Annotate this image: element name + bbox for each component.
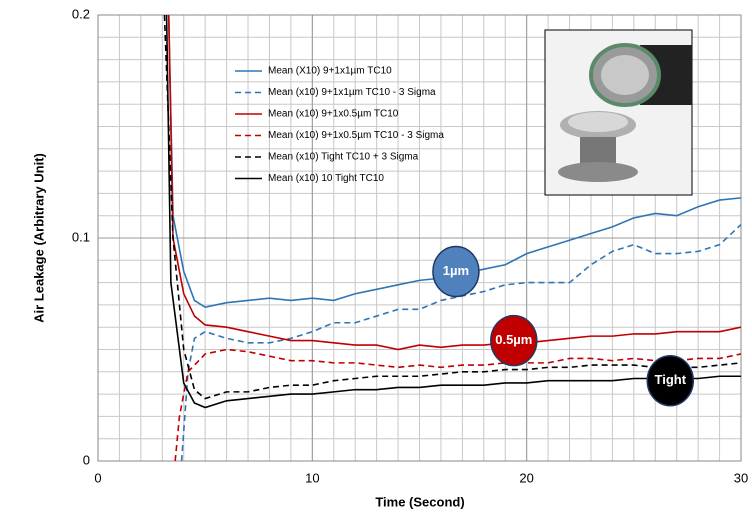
y-tick-label: 0.1	[72, 229, 90, 244]
legend-label: Mean (x10) 9+1x0.5µm TC10	[268, 109, 399, 120]
series-line	[174, 348, 741, 461]
annotation-label: Tight	[655, 372, 687, 387]
series-line	[165, 15, 741, 409]
series-line	[163, 15, 741, 400]
annotation-bubble	[490, 314, 538, 367]
y-tick-label: 0.2	[72, 6, 90, 21]
legend-label: Mean (x10) 10 Tight TC10	[268, 173, 384, 184]
photo-inset	[544, 29, 693, 196]
x-tick-label: 10	[305, 470, 319, 485]
y-tick-label: 0	[83, 452, 90, 467]
annotation-label: 0.5µm	[495, 332, 532, 347]
annotation-bubble	[646, 354, 695, 407]
x-tick-label: 30	[734, 470, 748, 485]
y-axis-title: Air Leakage (Arbitrary Unit)	[31, 153, 46, 323]
legend-label: Mean (x10) 9+1x1µm TC10 - 3 Sigma	[268, 87, 436, 98]
series-line	[180, 224, 741, 461]
series-line	[167, 15, 741, 351]
series-line	[167, 15, 741, 308]
legend-label: Mean (x10) 9+1x0.5µm TC10 - 3 Sigma	[268, 130, 444, 141]
plot-frame	[97, 14, 742, 462]
x-axis-title: Time (Second)	[375, 494, 464, 509]
annotation-bubble	[432, 245, 480, 298]
x-tick-label: 20	[519, 470, 533, 485]
annotation-label: 1µm	[443, 263, 469, 278]
legend-label: Mean (X10) 9+1x1µm TC10	[268, 66, 392, 77]
legend-label: Mean (x10) Tight TC10 + 3 Sigma	[268, 152, 419, 163]
x-tick-label: 0	[94, 470, 101, 485]
